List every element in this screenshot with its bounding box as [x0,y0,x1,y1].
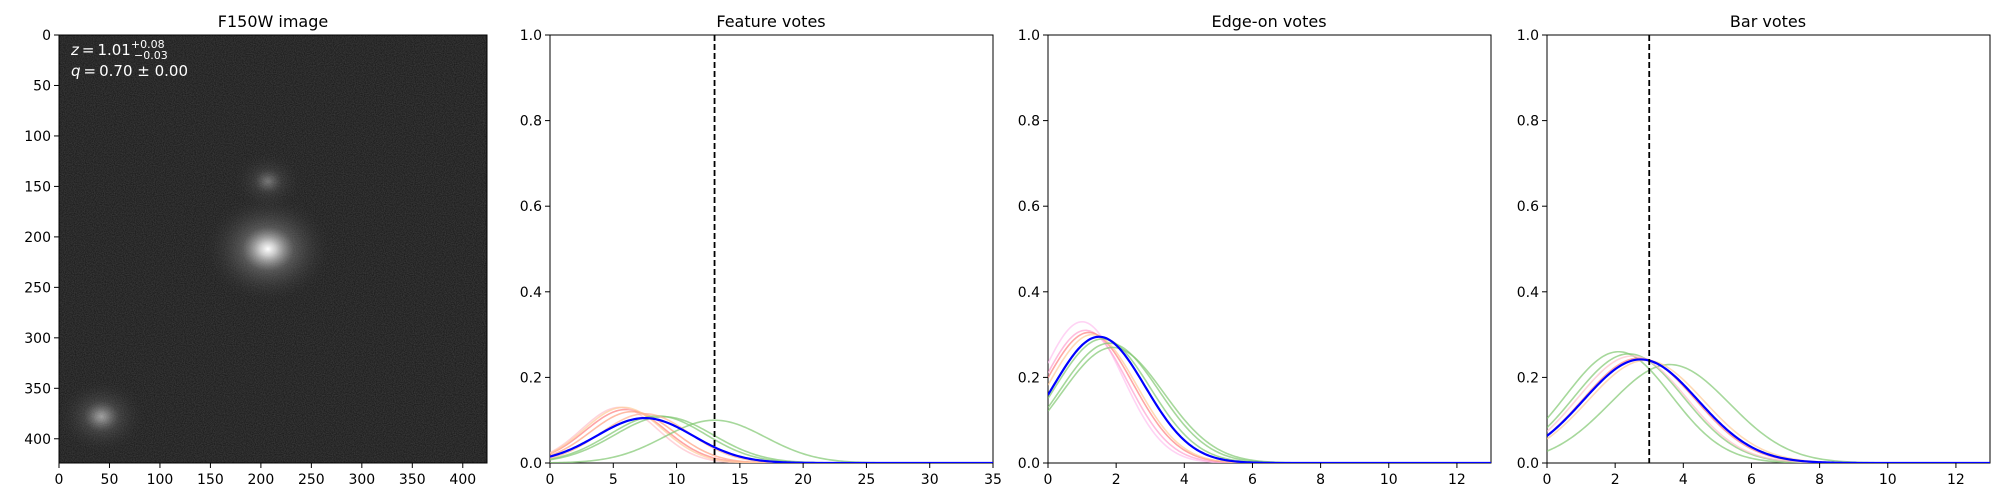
y-tick-label: 0.0 [1517,456,1539,472]
y-tick-label: 0.0 [520,456,542,472]
edge-on-votes-panel: Edge-on votes 0 2 4 6 8 10 12 0.0 0.2 0.4 0.6 0.8 1.… [1018,12,1492,488]
x-tick-label: 250 [298,472,325,488]
x-tick-label: 0 [546,472,555,488]
y-tick-label: 0.8 [520,114,542,130]
z-symbol: z [70,41,80,59]
feature-votes-panel: Feature votes 0 5 10 15 20 25 30 35 0.0 0.2 0.4 0.6… [520,12,1002,488]
edge-on-votes-frame [1047,34,1492,464]
y-tick-label: 150 [24,179,51,195]
x-tick-label: 100 [147,472,174,488]
mean-posterior-curve [1048,335,1491,463]
x-tick-label: 300 [348,472,375,488]
y-tick-label: 400 [24,432,51,448]
x-tick-label: 30 [921,472,939,488]
feature-votes-frame [549,34,994,464]
y-tick-label: 0.4 [520,285,542,301]
y-tick-label: 0.2 [1517,370,1539,386]
y-tick-label: 0.8 [1517,114,1539,130]
bar-votes-title: Bar votes [1730,12,1806,31]
x-tick-label: 35 [984,472,1002,488]
x-tick-label: 4 [1679,472,1688,488]
image-panel: F150W image 0 50 100 150 200 250 300 350 400 0 50… [24,12,488,488]
feature-votes-title: Feature votes [716,12,825,31]
z-value: 1.01 [97,41,130,59]
y-tick-label: 0.4 [1018,285,1040,301]
q-symbol: q [71,62,81,80]
y-tick-label: 1.0 [1517,28,1539,44]
posterior-sample-curve [1547,359,1990,463]
q-value: 0.70 ± 0.00 [99,62,188,80]
y-tick-label: 250 [24,280,51,296]
x-tick-label: 15 [731,472,749,488]
x-tick-label: 6 [1248,472,1257,488]
x-tick-label: 12 [1448,472,1466,488]
y-tick-label: 0.2 [1018,370,1040,386]
galaxy-source [59,378,147,455]
x-tick-label: 25 [858,472,876,488]
posterior-sample-curve [550,415,993,463]
y-tick-label: 0 [42,28,51,44]
x-tick-label: 0 [1044,472,1053,488]
mean-posterior-curve [1547,358,1990,463]
image-panel-title: F150W image [218,12,328,31]
x-tick-label: 10 [1879,472,1897,488]
x-tick-label: 150 [197,472,224,488]
x-tick-label: 200 [248,472,275,488]
edge-on-votes-title: Edge-on votes [1211,12,1326,31]
y-tick-label: 350 [24,381,51,397]
posterior-sample-curve [1547,350,1990,463]
x-tick-label: 350 [399,472,426,488]
y-tick-label: 0.0 [1018,456,1040,472]
x-tick-label: 0 [1543,472,1552,488]
y-tick-label: 0.6 [520,199,542,215]
x-tick-label: 8 [1815,472,1824,488]
mean-posterior-curve [550,416,993,463]
image-frame [58,34,488,464]
x-tick-label: 2 [1611,472,1620,488]
x-tick-label: 20 [794,472,812,488]
x-tick-label: 8 [1316,472,1325,488]
x-tick-label: 6 [1747,472,1756,488]
z-lower-error: −0.03 [134,49,168,62]
posterior-sample-curve [1547,355,1990,463]
posterior-sample-curve [550,415,993,463]
bar-votes-panel: Bar votes 0 2 4 6 8 10 12 0.0 0.2 0.4 0.6 0.8 1.0 [1517,12,1991,488]
galaxy-source [202,193,333,305]
y-tick-label: 1.0 [520,28,542,44]
y-tick-label: 0.8 [1018,114,1040,130]
z-upper-error: +0.08 [131,38,165,51]
y-tick-label: 50 [33,78,51,94]
x-tick-label: 2 [1112,472,1121,488]
x-tick-label: 10 [668,472,686,488]
x-tick-label: 5 [609,472,618,488]
x-tick-label: 0 [55,472,64,488]
y-tick-label: 0.2 [520,370,542,386]
posterior-sample-curve [1048,320,1491,463]
x-tick-label: 400 [449,472,476,488]
y-tick-label: 0.6 [1517,199,1539,215]
redshift-annotation: z = 1.01+0.08 [70,38,165,59]
x-tick-label: 10 [1380,472,1398,488]
y-tick-label: 200 [24,230,51,246]
galaxy-source [232,150,304,212]
y-tick-label: 0.4 [1517,285,1539,301]
y-tick-label: 300 [24,331,51,347]
axis-ratio-annotation: q = 0.70 ± 0.00 [71,62,188,80]
y-tick-label: 100 [24,129,51,145]
x-tick-label: 4 [1180,472,1189,488]
x-tick-label: 50 [101,472,119,488]
y-tick-label: 0.6 [1018,199,1040,215]
posterior-sample-curve [1547,357,1990,463]
y-tick-label: 1.0 [1018,28,1040,44]
x-tick-label: 12 [1947,472,1965,488]
